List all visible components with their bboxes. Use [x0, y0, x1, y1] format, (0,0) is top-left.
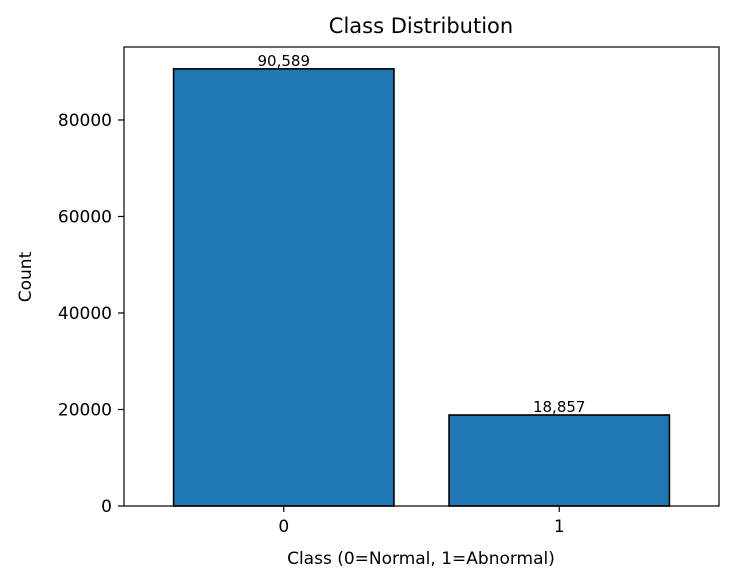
bar-class-0 — [172, 68, 395, 507]
value-label-class-1: 18,857 — [533, 398, 586, 416]
value-labels-group: 90,589 18,857 — [258, 52, 586, 416]
y-tick-label: 40000 — [58, 304, 112, 324]
x-tick-label: 1 — [554, 517, 565, 537]
value-label-class-0: 90,589 — [258, 52, 311, 70]
x-tick-label: 0 — [278, 517, 289, 537]
y-tick-label: 0 — [101, 497, 112, 517]
y-axis-label: Count — [16, 251, 36, 302]
y-tick-label: 60000 — [58, 207, 112, 227]
bars-group — [172, 68, 671, 507]
x-axis-label: Class (0=Normal, 1=Abnormal) — [287, 549, 555, 569]
chart-title: Class Distribution — [329, 14, 513, 38]
plot-frame — [123, 46, 720, 507]
y-tick-label: 80000 — [58, 111, 112, 131]
y-ticks-group: 0 20000 40000 60000 80000 — [58, 111, 124, 517]
y-tick-label: 20000 — [58, 400, 112, 420]
bar-class-1 — [448, 414, 671, 507]
